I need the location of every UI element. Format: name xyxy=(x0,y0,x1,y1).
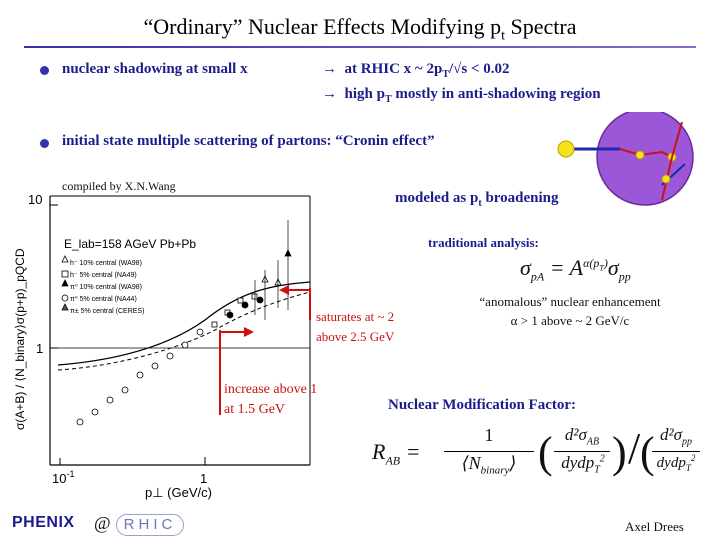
xtick-01: 10-1 xyxy=(52,469,74,486)
author-name: Axel Drees xyxy=(625,519,684,534)
legend-item-4: π⁰ 5% central (NA44) xyxy=(70,295,137,303)
alpha-formula: σpA = Aα(pT)σpp xyxy=(520,255,631,284)
plot-xlabel: p⊥ (GeV/c) xyxy=(145,485,212,500)
ytick-10: 10 xyxy=(28,192,42,207)
anomalous-enhancement: “anomalous” nuclear enhancement α > 1 ab… xyxy=(479,294,661,328)
nucleus-icon xyxy=(596,112,694,206)
title-rule xyxy=(24,46,696,48)
scattering-path xyxy=(619,148,673,158)
plot-legend: h⁻ 10% central (WA98) h⁻ 5% central (NA4… xyxy=(70,260,144,315)
outgoing-jet-2 xyxy=(671,121,683,158)
sub-point-anti-shadowing: → high pT mostly in anti-shadowing regio… xyxy=(322,86,601,105)
saturates-annotation: saturates at ~ 2 above 2.5 GeV xyxy=(316,309,395,344)
sub-point-rhic-x: → at RHIC x ~ 2pT/√s < 0.02 xyxy=(322,61,510,80)
rhic-logo: RHIC xyxy=(116,514,184,536)
traditional-analysis: traditional analysis: xyxy=(428,235,539,250)
scatter-point-3 xyxy=(661,174,671,184)
model-curve-1 xyxy=(57,281,311,366)
legend-item-2: h⁻ 5% central (NA49) xyxy=(70,272,137,279)
error-bars xyxy=(254,220,289,320)
bullet-dot-1 xyxy=(40,66,49,75)
legend-item-1: h⁻ 10% central (WA98) xyxy=(70,260,142,267)
plot-ylabel: σ(A+B) / ⟨N_binary⟩σ(p+p)_pQCD xyxy=(13,248,27,430)
legend-item-3: π⁰ 10% central (WA98) xyxy=(70,283,142,291)
scatter-point-1 xyxy=(635,150,645,160)
incoming-proton-icon xyxy=(557,140,575,158)
cronin-diagram xyxy=(557,112,694,206)
xtick-1: 1 xyxy=(200,471,207,486)
legend-title: E_lab=158 AGeV Pb+Pb xyxy=(64,237,196,251)
nmf-heading: Nuclear Modification Factor: xyxy=(388,397,577,413)
bullet-shadowing: nuclear shadowing at small x xyxy=(62,61,248,77)
bullet-dot-2 xyxy=(40,139,49,148)
annotation-arrows xyxy=(219,285,311,415)
phenix-logo: PHENIX xyxy=(12,514,75,531)
raa-formula: RAB = 1 ⟨Nbinary⟩ ( d²σAB dydpT2 ) / ( d… xyxy=(372,425,702,485)
slide-title: “Ordinary” Nuclear Effects Modifying pt … xyxy=(143,14,577,44)
bullet-cronin: initial state multiple scattering of par… xyxy=(62,133,435,149)
at-symbol: @ xyxy=(94,513,111,533)
cronin-plot: 10 1 10-1 1 p⊥ (GeV/c) σ(A+B) / ⟨N_binar… xyxy=(13,192,311,500)
data-markers xyxy=(76,249,292,426)
legend-item-5: π± 5% central (CERES) xyxy=(70,308,144,315)
modeled-broadening: modeled as pt broadening xyxy=(395,190,559,209)
model-curve-2 xyxy=(57,291,311,371)
figure-credit: compiled by X.N.Wang xyxy=(62,179,176,193)
increase-annotation: increase above 1 at 1.5 GeV xyxy=(224,382,318,417)
ytick-1: 1 xyxy=(36,341,43,356)
